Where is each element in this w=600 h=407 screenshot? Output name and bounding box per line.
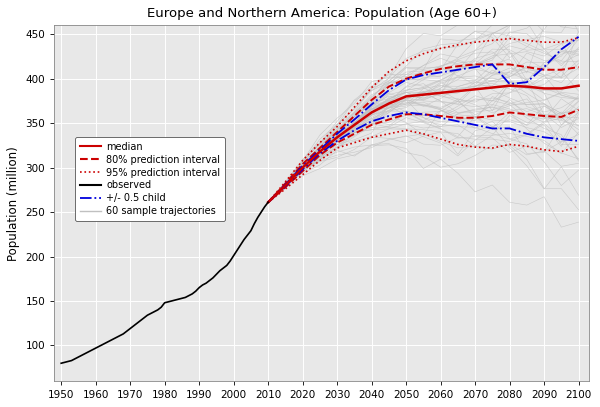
Legend: median, 80% prediction interval, 95% prediction interval, observed, +/- 0.5 chil: median, 80% prediction interval, 95% pre… — [75, 137, 225, 221]
Title: Europe and Northern America: Population (Age 60+): Europe and Northern America: Population … — [146, 7, 497, 20]
Y-axis label: Population (million): Population (million) — [7, 146, 20, 260]
